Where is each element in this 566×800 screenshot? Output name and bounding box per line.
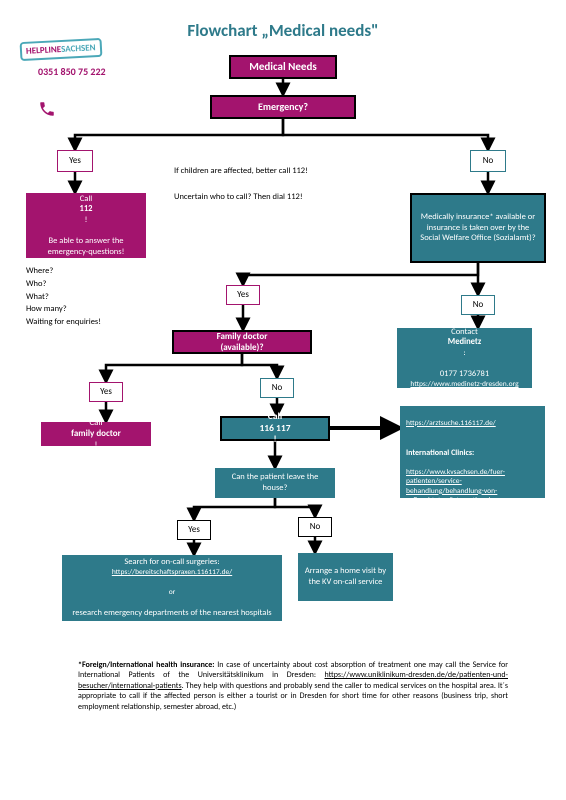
edge-16 <box>275 498 315 517</box>
helpline-text-1: HELPLINE <box>26 44 62 57</box>
node-n5: Family doctor (available)? <box>172 330 312 354</box>
node-n10: Can the patient leave the house? <box>215 468 335 498</box>
helpline-bubble: HELPLINESACHSEN <box>20 38 103 61</box>
edge-5 <box>243 263 478 285</box>
edge-10 <box>242 354 277 378</box>
edge-15 <box>194 498 275 520</box>
node-d_yes2: Yes <box>226 285 260 305</box>
node-n8: Call 116 117! <box>220 416 330 441</box>
freetext-questions: Where?Who?What?How many?Waiting for enqu… <box>26 265 136 329</box>
node-n11: Search for on-call surgeries:https://ber… <box>62 555 282 621</box>
node-d_no4: No <box>298 517 332 537</box>
node-d_yes1: Yes <box>57 150 93 172</box>
edge-9 <box>106 354 242 382</box>
node-n12: Arrange a home visit by the KV on-call s… <box>298 553 393 601</box>
phone-icon <box>38 100 56 118</box>
node-n4: Medically insurance* available or insura… <box>410 193 546 263</box>
node-d_yes3: Yes <box>89 382 123 402</box>
helpline-phone: 0351 850 75 222 <box>38 65 120 78</box>
node-n2: Emergency? <box>210 95 356 119</box>
footnote: *Foreign/International health insurance:… <box>78 660 508 712</box>
node-d_yes4: Yes <box>177 520 211 540</box>
node-n1: Medical Needs <box>229 55 337 79</box>
edge-2 <box>283 119 488 150</box>
helpline-badge: HELPLINESACHSEN 0351 850 75 222 <box>20 40 120 78</box>
node-n6: Contact Medinetz:0177 1736781https://www… <box>397 328 532 388</box>
node-n9: Search for doctors:https://arztsuche.116… <box>400 406 545 498</box>
node-d_no3: No <box>260 378 294 398</box>
node-n7: Call family doctor! <box>41 422 151 446</box>
node-d_no2: No <box>461 295 495 315</box>
helpline-text-2: SACHSEN <box>61 42 96 55</box>
edge-1 <box>75 119 283 150</box>
node-n3: Call 112!Be able to answer the emergency… <box>26 193 146 258</box>
freetext-hint1: If children are affected, better call 11… <box>174 165 374 203</box>
node-d_no1: No <box>470 150 506 172</box>
